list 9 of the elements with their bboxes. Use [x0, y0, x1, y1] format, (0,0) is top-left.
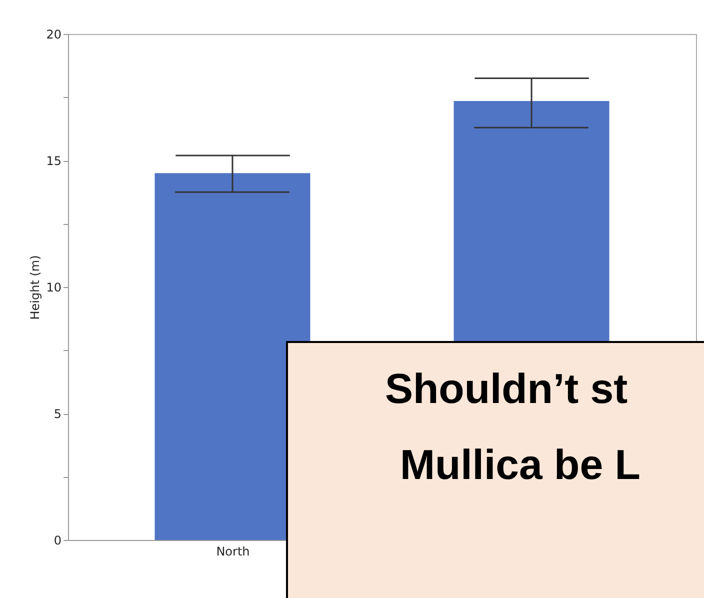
y-tick-label: 5 [54, 407, 62, 421]
y-tick-label: 0 [54, 534, 62, 548]
y-tick-label: 15 [46, 154, 62, 168]
y-tick-label: 10 [46, 280, 62, 294]
y-axis-title: Height (m) [28, 255, 42, 320]
y-tick-label: 20 [46, 28, 62, 42]
x-tick-label: North [216, 544, 250, 558]
annotation: Mullica be L [400, 441, 640, 488]
annotation: Shouldn’t st [385, 365, 628, 412]
